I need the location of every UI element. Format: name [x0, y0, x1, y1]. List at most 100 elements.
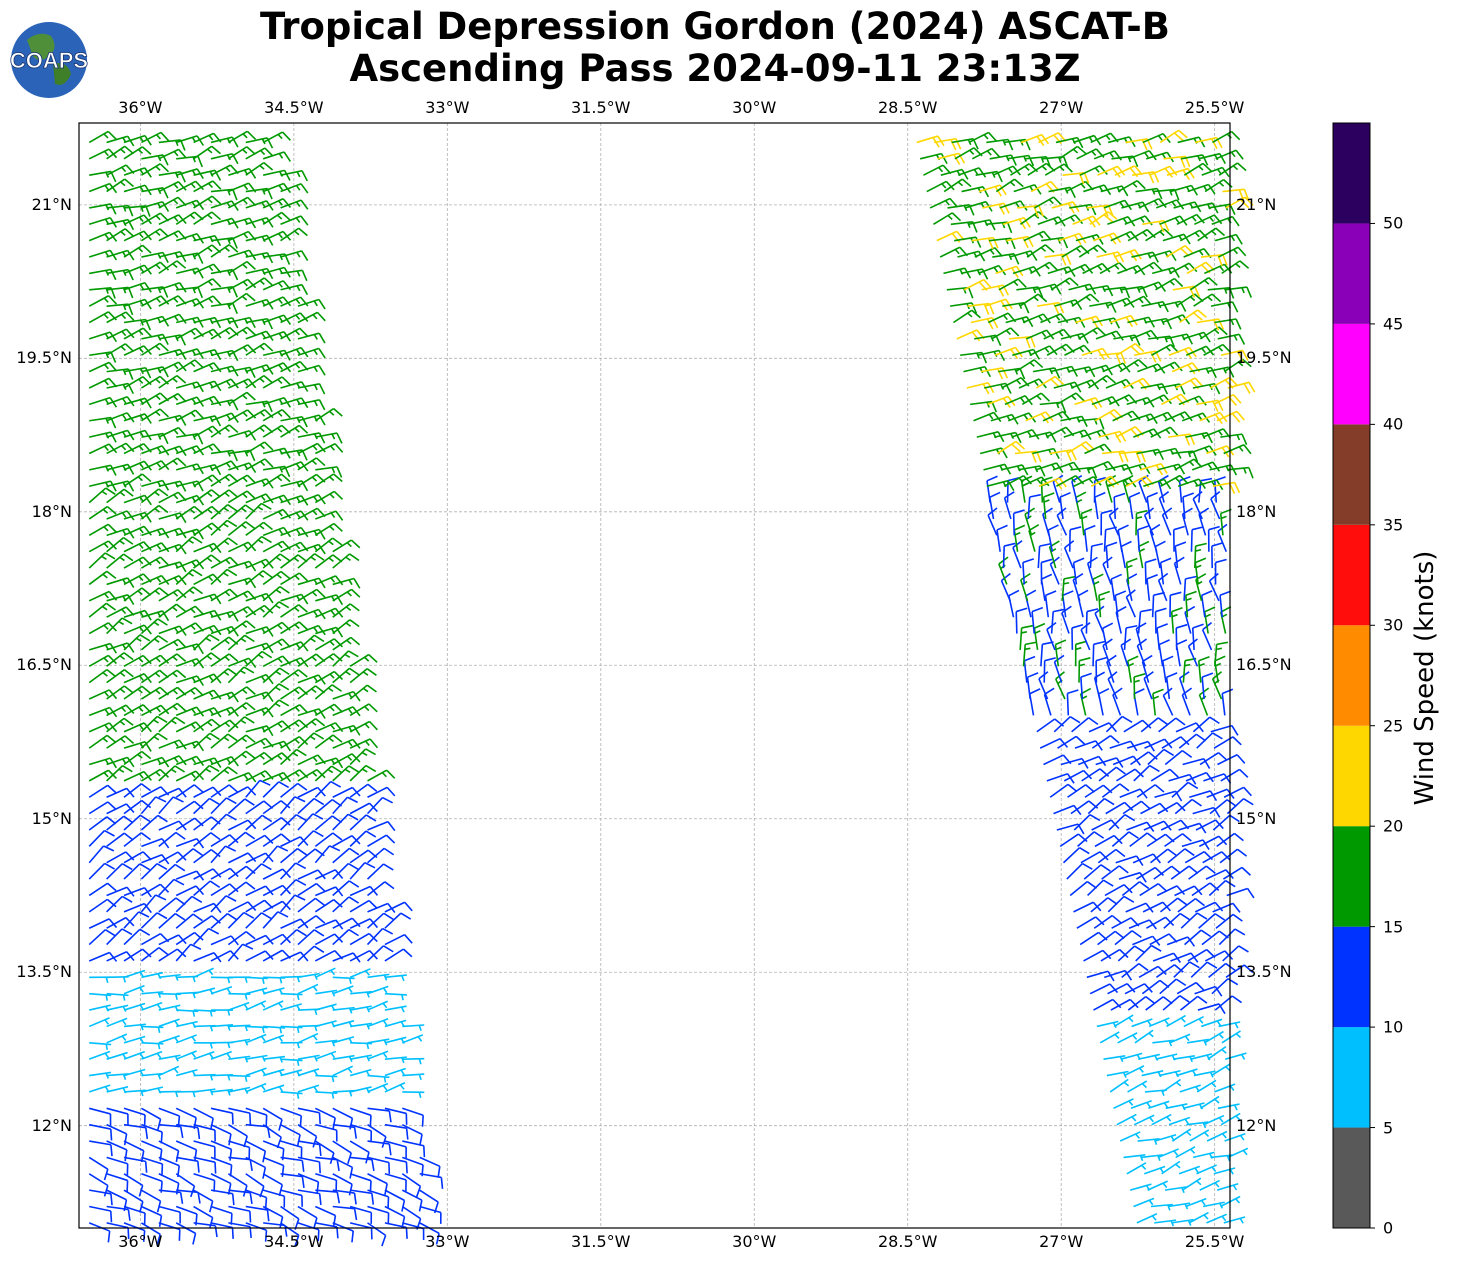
- wind-barb: [384, 1189, 406, 1212]
- wind-barb: [366, 863, 394, 880]
- wind-barb: [332, 636, 361, 651]
- wind-barb: [280, 1140, 303, 1159]
- wind-barb: [141, 333, 169, 345]
- wind-barb: [1111, 831, 1139, 847]
- wind-barb: [210, 285, 238, 298]
- wind-barb: [384, 974, 407, 982]
- colorbar-bin: [1333, 424, 1370, 525]
- wind-barb: [1171, 781, 1199, 798]
- wind-barb: [141, 786, 170, 798]
- wind-barb: [262, 376, 291, 389]
- wind-barb: [1062, 846, 1090, 864]
- wind-barb: [123, 685, 152, 700]
- wind-barb: [1000, 464, 1029, 476]
- wind-barb: [1153, 865, 1182, 880]
- wind-barb: [1143, 478, 1172, 490]
- wind-barb: [332, 1107, 354, 1130]
- wind-barb: [1068, 526, 1082, 552]
- wind-barb: [349, 738, 379, 749]
- wind-barb: [245, 642, 274, 654]
- wind-barb: [123, 1123, 149, 1140]
- wind-barb: [175, 755, 205, 767]
- wind-barb: [210, 1050, 232, 1060]
- wind-barb: [245, 626, 274, 637]
- wind-barb: [1158, 717, 1186, 733]
- wind-barb: [986, 475, 998, 503]
- wind-barb: [141, 837, 170, 849]
- wind-barb: [140, 732, 168, 749]
- wind-barb: [1151, 1113, 1172, 1126]
- wind-barb: [141, 542, 170, 553]
- wind-barb: [1133, 764, 1160, 782]
- wind-barb: [1129, 832, 1157, 848]
- wind-barb: [1119, 1131, 1141, 1142]
- wind-barb: [1144, 558, 1157, 585]
- wind-barb: [88, 784, 117, 798]
- wind-barb: [1202, 851, 1231, 864]
- wind-barb: [1077, 831, 1105, 847]
- wind-barb: [141, 1140, 163, 1161]
- wind-barb: [332, 847, 360, 864]
- wind-barb: [175, 706, 205, 717]
- wind-barb: [1057, 735, 1086, 749]
- wind-barb: [176, 252, 204, 264]
- wind-barb: [1135, 944, 1162, 962]
- wind-barb: [1178, 1165, 1201, 1175]
- wind-barb: [1209, 799, 1237, 815]
- wind-barb: [88, 295, 118, 307]
- wind-barb: [1050, 608, 1065, 634]
- wind-barb: [1176, 1068, 1198, 1077]
- wind-barb: [280, 572, 309, 586]
- wind-barb: [988, 491, 1001, 520]
- wind-barb: [349, 1107, 372, 1127]
- wind-barb: [88, 1050, 111, 1060]
- wind-barb: [193, 967, 214, 979]
- wind-barb: [1175, 1146, 1196, 1159]
- wind-barb: [280, 1107, 303, 1128]
- wind-barb: [991, 327, 1020, 340]
- wind-barb: [1140, 802, 1169, 815]
- wind-barb: [1181, 1177, 1202, 1191]
- wind-barb: [262, 1124, 282, 1149]
- wind-barb: [1150, 1203, 1173, 1211]
- wind-barb: [262, 553, 290, 569]
- wind-barb: [1113, 492, 1126, 519]
- wind-barb: [193, 832, 221, 847]
- wind-barb: [1107, 671, 1118, 700]
- wind-barb: [1054, 214, 1084, 226]
- x-tick-label-top: 33°W: [425, 98, 470, 117]
- wind-barb: [384, 1156, 408, 1174]
- wind-barb: [349, 748, 376, 766]
- wind-barb: [349, 899, 378, 913]
- wind-barb: [349, 814, 377, 831]
- wind-barb: [1095, 757, 1124, 768]
- wind-barb: [971, 236, 999, 250]
- wind-barb: [228, 852, 257, 864]
- wind-barb: [280, 704, 309, 717]
- wind-barb: [262, 1156, 285, 1177]
- wind-barb: [1163, 912, 1191, 929]
- wind-barb: [227, 881, 256, 897]
- wind-barb: [1042, 492, 1055, 520]
- wind-barb: [228, 1140, 251, 1159]
- wind-barb: [1178, 733, 1207, 749]
- y-tick-label-left: 19.5°N: [16, 348, 72, 368]
- wind-barb: [1101, 622, 1114, 651]
- wind-barb: [280, 951, 309, 962]
- colorbar-bin: [1333, 625, 1370, 726]
- wind-barb: [1178, 822, 1207, 834]
- wind-barb: [123, 863, 151, 880]
- wind-barb: [315, 432, 343, 444]
- wind-barb: [1093, 998, 1122, 1011]
- wind-barb: [1096, 1020, 1119, 1029]
- wind-barb: [1160, 474, 1189, 487]
- wind-barb: [280, 669, 308, 684]
- wind-barb: [280, 1091, 303, 1099]
- wind-barb: [1217, 1103, 1240, 1111]
- wind-barb: [88, 1173, 109, 1197]
- wind-barb: [350, 1156, 375, 1172]
- wind-barb: [158, 992, 181, 1000]
- wind-barb: [279, 862, 307, 880]
- wind-barb: [1043, 657, 1056, 683]
- wind-barb: [1214, 558, 1227, 585]
